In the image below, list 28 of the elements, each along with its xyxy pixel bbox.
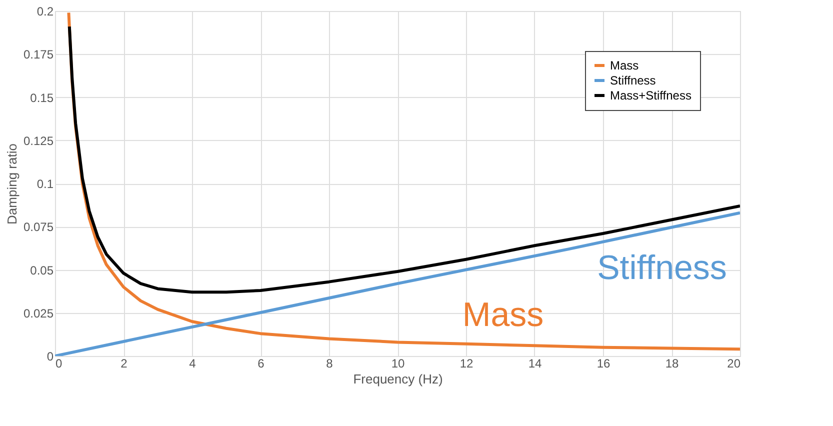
line-series <box>68 25 740 294</box>
y-axis-title: Damping ratio <box>4 144 20 224</box>
legend-label: Mass+Stiffness <box>610 88 692 102</box>
legend-label: Stiffness <box>610 74 656 88</box>
line-series <box>55 211 740 356</box>
x-tick-label: 12 <box>460 356 474 370</box>
annotation: Mass <box>462 296 544 334</box>
x-tick-label: 0 <box>56 356 62 370</box>
y-tick-label: 0.15 <box>30 90 54 105</box>
y-tick-label: 0.2 <box>36 4 54 18</box>
y-tick-label: 0.075 <box>23 220 54 234</box>
x-axis-title: Frequency (Hz) <box>353 372 443 386</box>
legend-label: Mass <box>610 58 639 72</box>
y-tick-label: 0.175 <box>23 48 54 62</box>
x-tick-label: 14 <box>528 356 542 370</box>
x-tick-label: 6 <box>258 356 265 370</box>
x-tick-label: 18 <box>665 356 679 370</box>
x-tick-label: 10 <box>391 356 405 370</box>
x-tick-label: 2 <box>120 356 128 370</box>
y-tick-label: 0.125 <box>23 134 54 148</box>
y-tick-label: 0.1 <box>36 177 54 191</box>
x-tick-label: 16 <box>596 356 610 370</box>
x-tick-label: 4 <box>189 356 196 370</box>
y-tick-label: 0.05 <box>30 263 54 278</box>
y-tick-label: 0.025 <box>23 306 54 320</box>
annotation: Stiffness <box>597 249 727 287</box>
x-tick-label: 8 <box>326 356 334 370</box>
x-tick-label: 20 <box>727 356 741 370</box>
